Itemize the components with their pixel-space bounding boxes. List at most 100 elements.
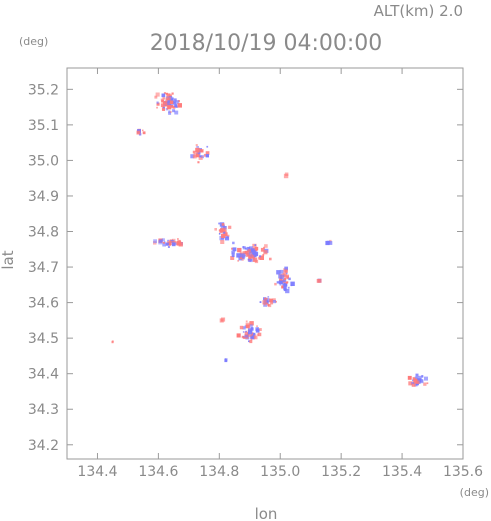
data-point: [162, 108, 165, 111]
data-point: [166, 92, 168, 95]
data-point: [203, 153, 207, 157]
data-point: [417, 375, 422, 380]
data-point: [266, 302, 268, 305]
data-point: [280, 281, 283, 284]
data-point: [259, 255, 264, 260]
data-point: [426, 382, 429, 385]
data-point: [248, 330, 253, 335]
data-point: [417, 378, 421, 383]
data-point: [246, 254, 249, 257]
data-point: [416, 380, 420, 384]
data-point: [248, 333, 253, 337]
data-point: [174, 241, 177, 244]
data-point: [163, 242, 165, 244]
data-point: [251, 332, 254, 335]
data-point: [244, 331, 248, 335]
data-point: [156, 101, 159, 104]
data-point: [281, 285, 285, 289]
data-point: [329, 239, 332, 243]
data-point: [242, 326, 246, 330]
data-point: [276, 270, 281, 275]
data-point: [175, 105, 178, 108]
data-point: [249, 340, 253, 344]
data-point: [252, 253, 257, 258]
data-point: [245, 322, 250, 327]
data-point: [290, 284, 293, 287]
data-point: [162, 97, 165, 100]
data-point: [251, 249, 256, 254]
data-point: [262, 300, 267, 305]
data-point: [165, 242, 169, 246]
data-point: [206, 145, 209, 148]
data-point: [156, 102, 160, 106]
data-point: [220, 239, 225, 244]
data-point: [263, 303, 266, 306]
data-point: [160, 98, 163, 101]
data-point: [285, 272, 288, 275]
data-point: [250, 327, 254, 330]
data-point: [198, 155, 203, 160]
x-tick-label: 134.8: [199, 464, 239, 480]
data-point: [252, 257, 258, 262]
data-point: [259, 301, 262, 303]
y-tick-label: 34.3: [28, 402, 59, 418]
data-point: [232, 252, 234, 254]
data-point: [190, 154, 195, 159]
data-point: [249, 321, 254, 326]
y-tick-label: 34.7: [28, 260, 59, 276]
data-point: [423, 382, 427, 386]
y-tick-label: 35.2: [28, 82, 59, 98]
x-axis-label: lon: [255, 505, 278, 521]
data-point: [164, 102, 168, 106]
data-point: [192, 154, 197, 159]
data-point: [242, 246, 246, 250]
data-point: [253, 335, 258, 340]
data-point: [232, 247, 237, 252]
data-point: [173, 98, 177, 102]
data-point: [166, 105, 172, 110]
data-point: [159, 239, 163, 243]
data-point: [285, 274, 289, 279]
data-point: [199, 155, 202, 158]
data-point: [242, 336, 246, 339]
data-point: [255, 328, 260, 333]
x-tick-label: 135.0: [260, 464, 300, 480]
chart-title: 2018/10/19 04:00:00: [150, 31, 383, 56]
data-point: [166, 93, 171, 98]
data-point: [222, 227, 227, 233]
data-point: [161, 93, 166, 98]
data-point: [165, 97, 170, 102]
data-point: [242, 331, 245, 333]
data-point: [267, 304, 270, 307]
y-tick-label: 34.5: [28, 331, 59, 347]
y-tick-label: 34.8: [28, 225, 59, 241]
data-point: [255, 250, 258, 253]
y-tick-label: 34.6: [28, 296, 59, 312]
plot-area: [66, 67, 464, 460]
chart-subtitle: ALT(km) 2.0: [374, 2, 463, 20]
data-point: [279, 269, 284, 274]
data-point: [221, 223, 225, 226]
data-point: [177, 238, 179, 240]
data-point: [415, 373, 419, 377]
data-point: [284, 266, 288, 271]
data-point: [239, 325, 244, 330]
data-point: [244, 333, 249, 338]
data-point: [169, 100, 174, 105]
data-point: [419, 379, 423, 383]
data-point: [242, 256, 245, 260]
data-point: [222, 231, 226, 234]
data-point: [248, 340, 250, 343]
data-point: [264, 244, 268, 248]
data-point: [170, 105, 174, 108]
data-point: [167, 101, 172, 106]
data-point: [197, 161, 200, 164]
data-point: [412, 382, 415, 384]
data-point: [162, 242, 166, 247]
data-point: [259, 255, 261, 258]
data-point: [196, 153, 200, 158]
data-point: [236, 253, 241, 258]
data-point: [142, 129, 144, 132]
x-tick-label: 135.2: [321, 464, 361, 480]
